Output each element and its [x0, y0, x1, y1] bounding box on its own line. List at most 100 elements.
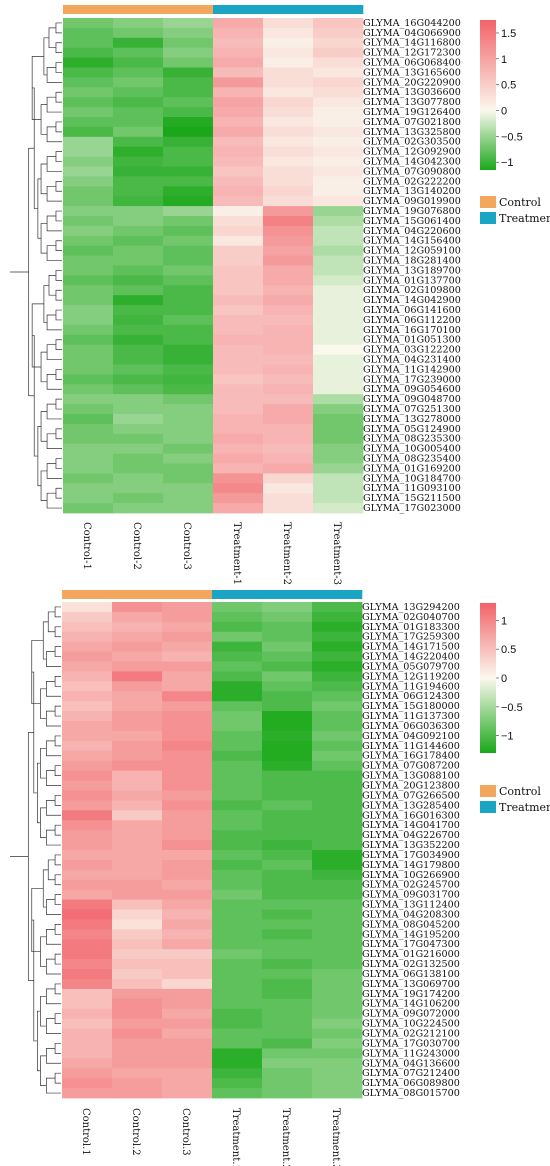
heatmap-cell — [313, 463, 364, 474]
heatmap-cell — [263, 255, 314, 266]
heatmap-cell — [63, 186, 114, 197]
heatmap-panel-bottom: GLYMA_13G294200GLYMA_02G040700GLYMA_01G1… — [10, 590, 550, 1166]
heatmap-cell — [112, 691, 163, 702]
heatmap-cell — [62, 760, 113, 772]
heatmap-cell — [162, 611, 213, 623]
row-label: GLYMA_08G235300 — [363, 434, 461, 445]
heatmap-cell — [212, 721, 263, 732]
dendrogram-branch — [55, 240, 62, 251]
heatmap-cell — [113, 344, 164, 355]
heatmap-cell — [112, 681, 163, 692]
heatmap-cell — [313, 404, 364, 415]
row-label: GLYMA_06G141600 — [363, 305, 461, 316]
dendrogram-branch — [55, 369, 62, 380]
heatmap-cell — [63, 404, 114, 415]
column-label: Treatment.3 — [330, 1108, 341, 1166]
heatmap-cell — [312, 790, 363, 801]
heatmap-cell — [262, 1028, 313, 1039]
heatmap-cell — [162, 621, 213, 633]
heatmap-cell — [63, 265, 114, 276]
heatmap-cell — [313, 37, 364, 49]
heatmap-cell — [62, 651, 113, 662]
dendrogram-branch — [55, 121, 62, 133]
dendrogram-branch — [46, 740, 61, 757]
row-label: GLYMA_07G090800 — [363, 166, 461, 177]
color-scale-legend: 1.5 1 0.5 0 −0.5 −1 — [480, 20, 523, 170]
heatmap-cell — [212, 701, 263, 712]
heatmap-cell — [212, 611, 263, 623]
dendrogram-branch — [31, 919, 38, 1042]
heatmap-cell — [63, 47, 114, 58]
heatmap-cell — [312, 721, 363, 732]
heatmap-cell — [63, 315, 114, 326]
heatmap-cell — [262, 641, 313, 652]
heatmap-cell — [112, 988, 163, 1000]
heatmap-cell — [113, 394, 164, 405]
row-label: GLYMA_17G259300 — [362, 632, 460, 643]
group-legend: Control Treatment — [480, 196, 550, 225]
row-label: GLYMA_02G303500 — [363, 137, 461, 148]
heatmap-cell — [63, 196, 114, 207]
heatmap-cell — [62, 899, 113, 910]
row-label: GLYMA_17G023000 — [363, 503, 461, 514]
heatmap-cell — [62, 889, 113, 900]
heatmap-cell — [213, 414, 264, 425]
heatmap-cell — [113, 483, 164, 494]
heatmap-cell — [162, 869, 213, 881]
heatmap-cell — [313, 87, 364, 98]
heatmap-cell — [262, 760, 313, 772]
dendrogram-branch — [46, 770, 61, 786]
heatmap-cell — [112, 750, 163, 762]
heatmap-cell — [313, 374, 364, 385]
row-label: GLYMA_04G231400 — [363, 355, 461, 366]
heatmap-cell — [213, 107, 264, 118]
group-bar-treatment — [312, 590, 363, 599]
heatmap-cell — [63, 176, 114, 187]
heatmap-cell — [63, 364, 114, 375]
heatmap-cell — [62, 701, 113, 712]
row-label: GLYMA_03G122200 — [363, 345, 461, 356]
color-scale-tick-label: 1 — [501, 54, 507, 66]
heatmap-cell — [162, 909, 213, 920]
heatmap-cell — [62, 770, 113, 781]
heatmap-cell — [162, 790, 213, 801]
row-label: GLYMA_11G142900 — [363, 364, 461, 375]
heatmap-cell — [262, 850, 313, 861]
dendrogram-branch — [46, 800, 61, 816]
heatmap-cell — [213, 97, 264, 108]
heatmap-cell — [262, 740, 313, 752]
heatmap-cell — [312, 978, 363, 990]
dendrogram-branch — [40, 163, 48, 195]
dendrogram-branch — [55, 62, 62, 73]
row-label: GLYMA_06G138100 — [362, 969, 460, 980]
dendrogram-branch — [46, 829, 61, 846]
heatmap-cell — [113, 206, 164, 217]
heatmap-cell — [112, 651, 163, 662]
heatmap-cell — [113, 57, 164, 68]
heatmap-cell — [162, 730, 213, 742]
heatmap-cell — [163, 354, 214, 365]
heatmap-cell — [113, 18, 164, 29]
heatmap-cell — [63, 67, 114, 78]
heatmap-cell — [112, 969, 163, 980]
heatmap-cell — [163, 97, 214, 108]
heatmap-cell — [312, 711, 363, 722]
heatmap-cell — [312, 730, 363, 742]
heatmap-cell — [113, 37, 164, 49]
color-scale-tick-label: 1 — [501, 615, 507, 627]
heatmap-cell — [312, 740, 363, 752]
heatmap-cell — [262, 909, 313, 920]
heatmap-cell — [212, 641, 263, 652]
heatmap-cell — [62, 681, 113, 692]
dendrogram-branch — [37, 762, 41, 824]
heatmap-cell — [112, 1018, 163, 1029]
dendrogram-branch — [28, 147, 35, 397]
heatmap-cell — [112, 869, 163, 881]
heatmap-cell — [62, 1008, 113, 1020]
heatmap-cell — [212, 859, 263, 871]
heatmap-cell — [263, 423, 314, 435]
heatmap-cell — [113, 433, 164, 445]
heatmap-cell — [163, 225, 214, 237]
row-label: GLYMA_11G144600 — [362, 741, 460, 752]
heatmap-cell — [62, 1038, 113, 1049]
